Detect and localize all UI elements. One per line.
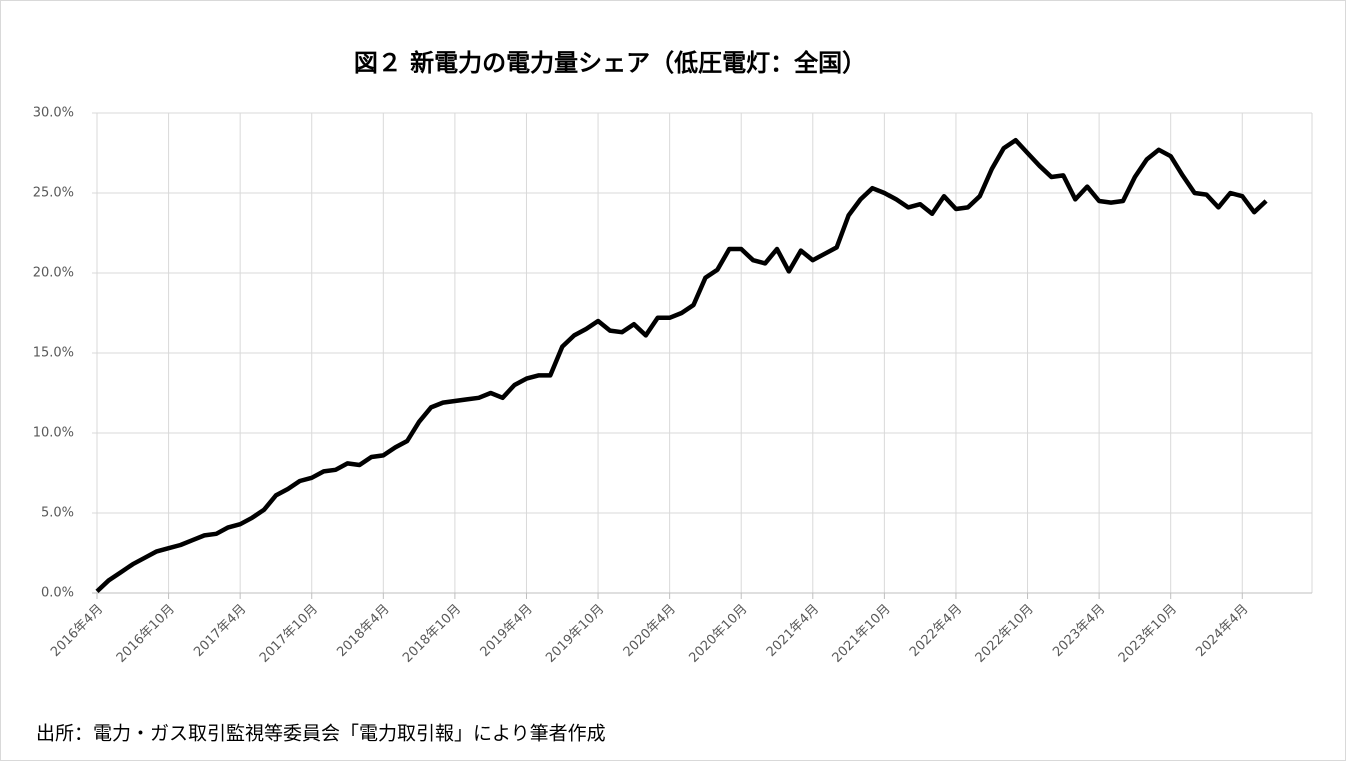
y-tick-label: 10.0% (33, 426, 74, 441)
source-note: 出所：電力・ガス取引監視等委員会「電力取引報」により筆者作成 (36, 723, 606, 745)
data-line (95, 137, 1268, 594)
y-tick-label: 30.0% (33, 106, 74, 121)
y-tick-label: 15.0% (33, 346, 74, 361)
y-tick-label: 5.0% (41, 506, 74, 521)
y-tick-label: 25.0% (33, 186, 74, 201)
y-tick-label: 20.0% (33, 266, 74, 281)
chart-title: 図２ 新電力の電力量シェア（低圧電灯：全国） (354, 49, 866, 77)
y-tick-label: 0.0% (41, 586, 74, 601)
